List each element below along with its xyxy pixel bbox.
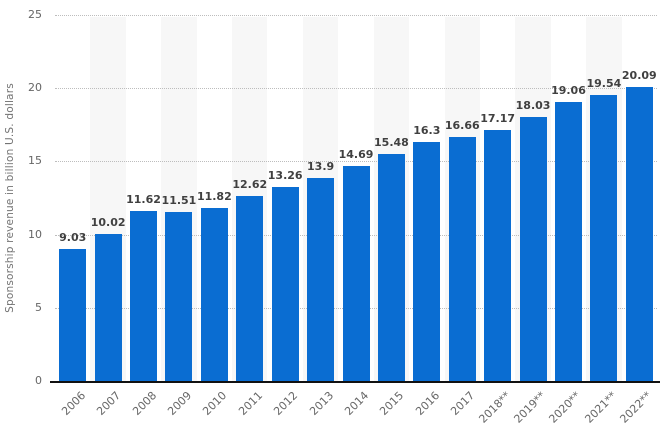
- bar: [200, 207, 228, 381]
- gridline: [55, 161, 657, 163]
- bar-value-label: 19.54: [586, 76, 622, 90]
- bar-value-label: 19.06: [551, 83, 586, 97]
- bar-value-label: 17.17: [480, 111, 516, 125]
- x-tick-label: 2022**: [617, 389, 655, 426]
- bar-value-label: 10.02: [90, 216, 126, 230]
- bar: [165, 212, 193, 381]
- y-tick-label: 0: [35, 374, 42, 387]
- y-tick-label: 5: [35, 300, 42, 314]
- gridline: [55, 88, 657, 90]
- x-tick-label: 2010: [200, 389, 230, 418]
- y-tick-label: 15: [28, 154, 42, 168]
- bar-value-label: 9.03: [59, 230, 87, 244]
- bar: [236, 196, 264, 381]
- x-tick-label: 2008: [129, 389, 159, 418]
- x-tick-label: 2011: [235, 389, 265, 418]
- x-tick-label: 2015: [377, 389, 407, 418]
- y-axis-title: Sponsorship revenue in billion U.S. doll…: [4, 83, 16, 313]
- bar-value-label: 14.69: [338, 147, 374, 161]
- bar: [130, 210, 158, 381]
- x-tick-label: 2012: [271, 389, 301, 418]
- x-tick-label: 2017: [448, 389, 478, 418]
- x-axis-line: [50, 381, 660, 383]
- bar: [342, 165, 370, 381]
- bar: [271, 186, 299, 381]
- bar: [484, 129, 512, 381]
- bar: [377, 154, 405, 381]
- x-tick-label: 2014: [342, 389, 372, 418]
- bar-value-label: 11.62: [126, 192, 161, 206]
- bar-value-label: 13.26: [267, 168, 303, 182]
- x-tick-label: 2009: [165, 389, 195, 418]
- bar-value-label: 11.51: [161, 194, 197, 208]
- x-tick-label: 2019**: [511, 389, 549, 426]
- y-tick-label: 20: [28, 81, 42, 95]
- gridline: [55, 15, 657, 16]
- bar-value-label: 18.03: [515, 99, 551, 113]
- x-tick-label: 2016: [413, 389, 443, 418]
- x-tick-label: 2006: [58, 389, 88, 418]
- x-tick-label: 2020**: [546, 389, 584, 426]
- bar: [448, 137, 476, 381]
- bar: [554, 101, 582, 381]
- y-tick-label: 10: [28, 227, 42, 241]
- bar: [307, 177, 335, 381]
- bar: [413, 142, 441, 381]
- x-tick-label: 2013: [306, 389, 336, 418]
- y-tick-label: 25: [28, 8, 42, 21]
- bar: [59, 248, 87, 381]
- x-tick-label: 2018**: [476, 389, 513, 426]
- bar: [590, 94, 618, 381]
- bar: [625, 86, 653, 381]
- bar-value-label: 13.9: [307, 159, 335, 173]
- bar-value-label: 20.09: [621, 68, 657, 82]
- bar: [94, 234, 122, 381]
- x-tick-label: 2007: [94, 389, 124, 418]
- bar-value-label: 12.62: [232, 178, 268, 192]
- x-tick-label: 2021**: [582, 389, 620, 426]
- bar-value-label: 16.66: [444, 119, 480, 133]
- bar-value-label: 16.3: [413, 124, 441, 138]
- bar-value-label: 15.48: [374, 136, 409, 150]
- bar: [519, 117, 547, 381]
- bar-value-label: 11.82: [196, 189, 232, 203]
